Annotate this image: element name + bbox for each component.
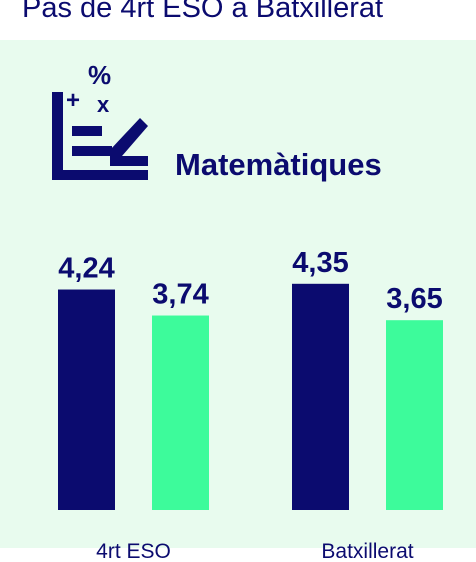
- bar: [292, 283, 349, 510]
- chart-subtitle: Matemàtiques: [175, 147, 382, 182]
- bar: [58, 289, 115, 510]
- svg-text:x: x: [97, 92, 110, 117]
- value-label: 4,35: [292, 247, 348, 279]
- svg-text:%: %: [88, 60, 111, 90]
- x-tick-label: Batxillerat: [321, 540, 413, 562]
- svg-text:+: +: [66, 87, 80, 114]
- bar: [386, 320, 443, 510]
- x-tick-label: 4rt ESO: [96, 540, 171, 562]
- value-label: 4,24: [58, 253, 114, 285]
- math-icon: % + x: [52, 60, 148, 180]
- value-label: 3,74: [152, 279, 208, 311]
- bar: [152, 315, 209, 510]
- chart-title: Pas de 4rt ESO a Batxillerat: [22, 0, 383, 24]
- value-label: 3,65: [386, 283, 442, 315]
